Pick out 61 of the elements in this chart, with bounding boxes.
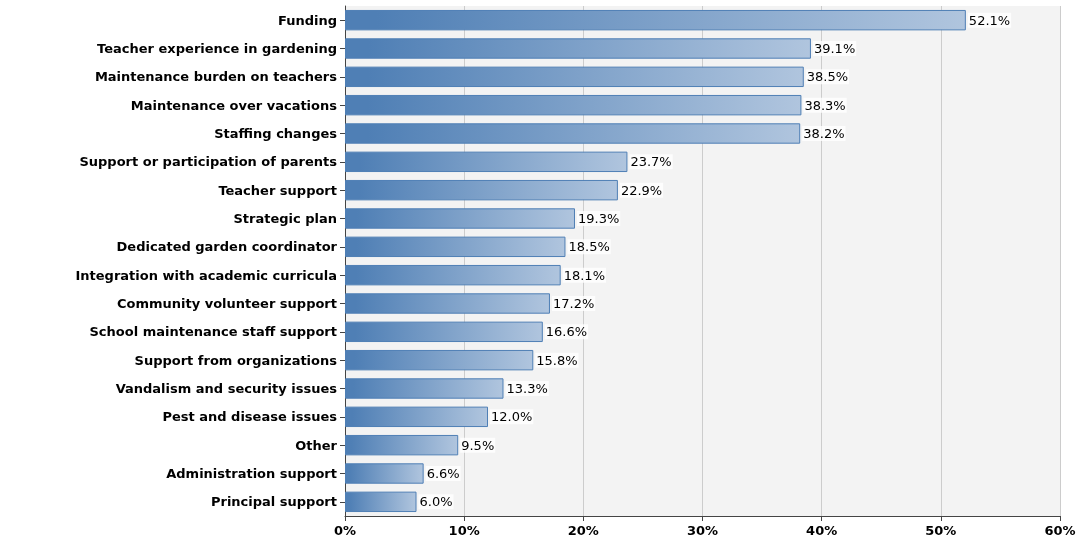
- bar: [345, 123, 801, 144]
- y-tick-label: Administration support: [166, 466, 337, 481]
- bar: [345, 321, 543, 343]
- y-tick-label: Teacher support: [218, 182, 337, 198]
- data-label: 18.1%: [563, 267, 605, 283]
- x-tick-label: 50%: [925, 523, 957, 538]
- data-label: 13.3%: [506, 381, 548, 396]
- y-tick-label: Strategic plan: [233, 211, 337, 226]
- y-tick-label: Funding: [277, 12, 337, 28]
- bar: [345, 406, 488, 428]
- x-tick-label: 40%: [806, 523, 838, 538]
- y-tick-label: Teacher experience in gardening: [97, 41, 337, 56]
- data-label: 6.0%: [419, 494, 453, 510]
- data-label: 6.6%: [426, 466, 460, 481]
- data-label: 23.7%: [630, 154, 672, 170]
- y-tick-label: Support from organizations: [134, 352, 338, 368]
- data-label: 38.3%: [804, 97, 846, 113]
- bar: [345, 293, 550, 314]
- data-label: 22.9%: [620, 182, 663, 198]
- x-tick-label: 20%: [567, 523, 599, 538]
- data-label: 52.1%: [968, 12, 1011, 28]
- bar: [345, 264, 561, 286]
- bar: [345, 9, 966, 31]
- y-tick-label: Dedicated garden coordinator: [116, 239, 338, 255]
- bar: [345, 38, 811, 59]
- y-tick-label: Integration with academic curricula: [75, 267, 337, 283]
- bar: [345, 66, 804, 88]
- y-tick-label: Vandalism and security issues: [115, 381, 338, 396]
- data-label: 16.6%: [545, 324, 588, 340]
- data-label: 12.0%: [491, 409, 533, 425]
- bar: [345, 378, 504, 399]
- data-label: 15.8%: [536, 352, 578, 368]
- bar: [345, 349, 534, 371]
- data-label: 9.5%: [461, 437, 495, 453]
- data-label: 18.5%: [568, 239, 610, 255]
- y-tick-label: Pest and disease issues: [162, 409, 338, 425]
- y-tick-label: Support or participation of parents: [79, 154, 338, 170]
- data-label: 39.1%: [813, 41, 856, 56]
- bar: [345, 434, 459, 456]
- y-tick-label: Principal support: [210, 494, 337, 510]
- y-tick-label: Community volunteer support: [116, 296, 337, 311]
- bar: [345, 236, 566, 258]
- bar: [345, 179, 618, 201]
- y-tick-label: Other: [295, 437, 338, 453]
- data-label: 19.3%: [577, 211, 620, 226]
- data-label: 17.2%: [552, 296, 595, 311]
- bar: [345, 463, 424, 484]
- y-tick-label: School maintenance staff support: [89, 324, 337, 340]
- bar: [345, 94, 802, 116]
- x-tick-label: 0%: [333, 523, 357, 538]
- x-tick-label: 60%: [1044, 523, 1076, 538]
- data-label: 38.2%: [803, 126, 845, 141]
- x-tick-label: 30%: [686, 523, 719, 538]
- data-label: 38.5%: [806, 69, 849, 85]
- bar: [345, 208, 575, 229]
- bar: [345, 151, 628, 173]
- y-tick-label: Staffing changes: [214, 126, 338, 141]
- x-tick-label: 10%: [448, 523, 480, 538]
- y-tick-label: Maintenance burden on teachers: [94, 69, 338, 85]
- y-tick-label: Maintenance over vacations: [130, 97, 338, 113]
- bar: [345, 491, 417, 513]
